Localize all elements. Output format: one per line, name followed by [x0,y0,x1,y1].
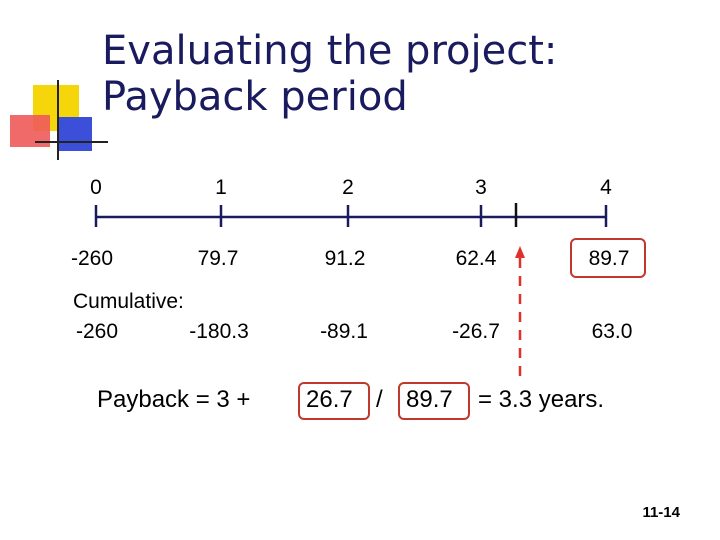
numerator-highlight-box [298,382,370,420]
period-label-0: 0 [90,176,102,199]
title-line-2: Payback period [102,74,408,120]
denominator-highlight-box [398,382,470,420]
cash-flow-4: 89.7 [588,247,630,270]
cumulative-2: -89.1 [320,320,368,343]
formula-numerator: 26.7 [306,386,353,413]
cash-flow-2: 91.2 [324,247,366,270]
slide-number: 11-14 [642,504,680,521]
cash-flow-0: -260 [70,247,114,270]
cumulative-4: 63.0 [591,320,633,343]
timeline [94,203,608,227]
cash-flow-4-highlight-box [570,238,646,278]
cumulative-label: Cumulative: [73,290,184,313]
cash-flow-3: 62.4 [455,247,497,270]
payback-arrow-head [515,246,525,258]
logo-blue-square [58,117,92,151]
slide-title: Evaluating the project: Payback period [102,28,702,120]
title-line-1: Evaluating the project: [102,28,558,74]
cash-flow-1: 79.7 [197,247,239,270]
cumulative-0: -260 [75,320,119,343]
cumulative-1: -180.3 [189,320,249,343]
formula-prefix: Payback = 3 + [97,386,251,413]
payback-marker [515,246,525,380]
period-label-4: 4 [600,176,612,199]
decorative-logo [10,80,108,160]
period-label-1: 1 [215,176,227,199]
period-label-2: 2 [342,176,354,199]
cumulative-3: -26.7 [452,320,500,343]
period-label-3: 3 [475,176,487,199]
formula-divider: / [376,386,383,413]
formula-denominator: 89.7 [406,386,453,413]
formula-suffix: = 3.3 years. [478,386,605,413]
